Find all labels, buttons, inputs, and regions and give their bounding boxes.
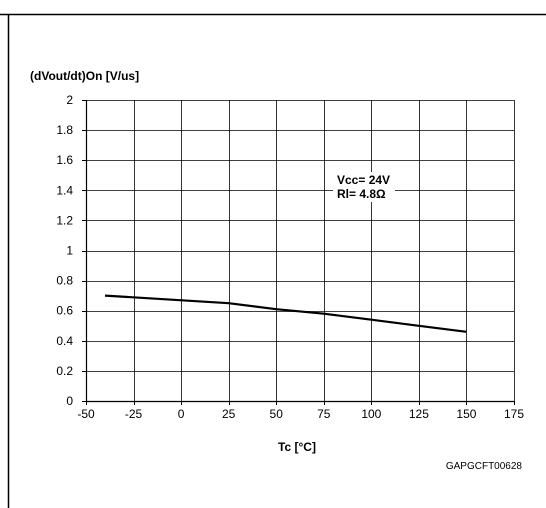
y-tick-label: 0.6 — [56, 304, 73, 318]
y-tick-label: 0.8 — [56, 274, 73, 288]
x-axis-title: Tc [°C] — [278, 440, 316, 454]
x-tick-label: 0 — [178, 407, 185, 421]
x-tick-label: 100 — [361, 407, 381, 421]
series-line — [104, 294, 467, 333]
x-tick-label: 150 — [456, 407, 476, 421]
axes — [82, 100, 515, 405]
y-tick-label: 1.6 — [56, 153, 73, 167]
figure-code: GAPGCFT00628 — [446, 461, 523, 472]
x-tick-label: 175 — [504, 407, 524, 421]
y-tick-label: 0 — [66, 394, 73, 408]
x-tick-label: -25 — [125, 407, 143, 421]
y-tick-label: 2 — [66, 93, 73, 107]
tick-labels: -50 -25 0 25 50 75 100 125 150 175 0 0.2 0.4 0.6 0.8 1 1… — [56, 93, 524, 421]
annotation-rl: Rl= 4.8Ω — [337, 187, 386, 201]
annotation-box — [333, 172, 395, 202]
x-tick-label: 75 — [317, 407, 331, 421]
y-tick-label: 0.2 — [56, 364, 73, 378]
y-axis-title: (dVout/dt)On [V/us] — [30, 69, 139, 83]
x-tick-label: 25 — [222, 407, 236, 421]
y-tick-label: 1.2 — [56, 213, 73, 227]
x-tick-label: 125 — [409, 407, 429, 421]
x-tick-label: 50 — [270, 407, 284, 421]
x-tick-label: -50 — [77, 407, 95, 421]
y-tick-label: 1.4 — [56, 183, 73, 197]
annotation-vcc: Vcc= 24V — [337, 173, 390, 187]
grid — [86, 100, 515, 401]
y-tick-label: 1.8 — [56, 123, 73, 137]
y-tick-label: 0.4 — [56, 334, 73, 348]
y-tick-label: 1 — [66, 244, 73, 258]
series-layer — [104, 294, 467, 333]
